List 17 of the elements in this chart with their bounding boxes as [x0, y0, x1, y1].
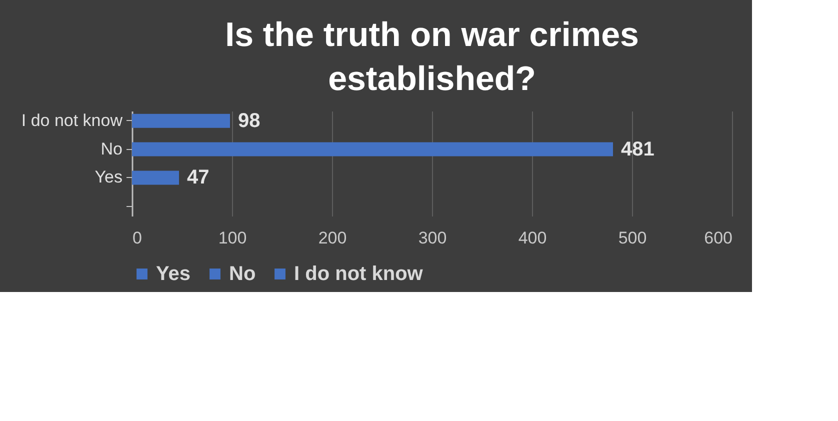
x-tick-label: 300: [418, 228, 447, 248]
legend-label: No: [229, 263, 256, 285]
data-label: 98: [238, 110, 260, 132]
x-tick-label: 400: [518, 228, 547, 248]
y-tick-label: Yes: [94, 168, 122, 187]
x-tick-label: 200: [318, 228, 347, 248]
x-tick-label: 0: [132, 228, 142, 248]
y-tick-label: No: [100, 139, 122, 158]
legend-label: I do not know: [294, 263, 424, 285]
data-label: 481: [621, 138, 654, 160]
x-tick-label: 500: [618, 228, 647, 248]
legend-label: Yes: [156, 263, 190, 285]
x-tick-label: 600: [704, 228, 732, 248]
data-label: 47: [187, 166, 210, 189]
chart-title: Is the truth on war crimes established?: [225, 16, 639, 98]
x-tick-label: 100: [218, 228, 247, 248]
y-tick-label: I do not know: [21, 110, 124, 130]
